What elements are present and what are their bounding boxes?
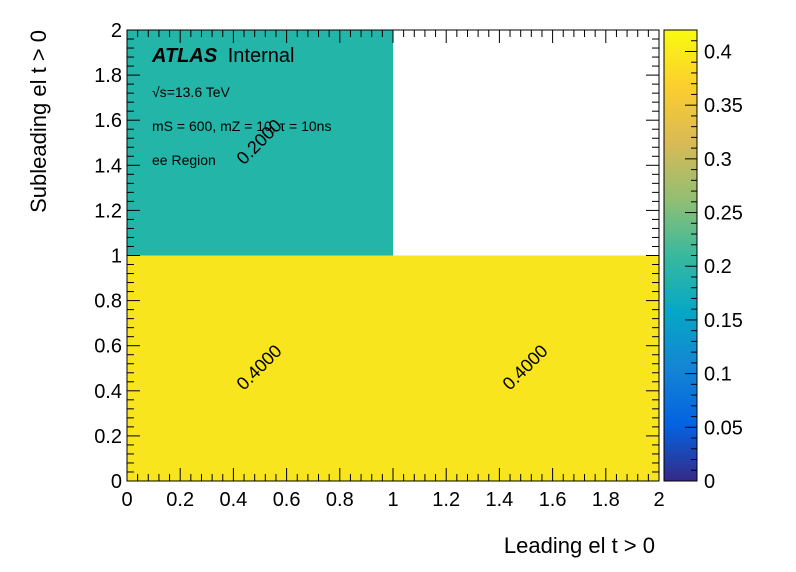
colorbar-ticks [685,40,697,482]
atlas-experiment: ATLAS [151,45,218,67]
x-axis-label: Leading el t > 0 [504,533,655,558]
y-tick-label: 2 [111,20,122,42]
svg-text:ATLAS Internal: ATLAS Internal [151,45,294,67]
x-tick-label: 0.8 [326,489,354,511]
heatmap-cells [127,30,659,481]
colorbar-tick-label: 0.3 [704,149,732,171]
colorbar-tick-labels: 0 0.05 0.1 0.15 0.2 0.25 0.3 0.35 0.4 [704,41,743,493]
atlas-status: Internal [228,45,295,67]
y-tick-label: 0.8 [94,291,122,313]
model-label: mS = 600, mZ = 10, τ = 10ns [152,118,331,134]
y-tick-label: 1.6 [94,110,122,132]
x-tick-label: 1.2 [432,489,460,511]
colorbar-tick-label: 0.1 [704,364,732,386]
x-tick-label: 1.6 [539,489,567,511]
colorbar-tick-label: 0.2 [704,256,732,278]
y-tick-label: 0.4 [94,381,122,403]
x-tick-label: 0.6 [273,489,301,511]
x-tick-label: 0 [121,489,132,511]
axis-ticks [126,29,660,482]
energy-prefix: √s [152,84,167,100]
energy-label: √s=13.6 TeV [152,84,231,100]
y-tick-label: 1.4 [94,155,122,177]
y-tick-label: 1.2 [94,200,122,222]
y-tick-labels: 0 0.2 0.4 0.6 0.8 1 1.2 1.4 1.6 1.8 2 [94,20,122,493]
x-tick-label: 0.4 [219,489,247,511]
x-tick-label: 2 [653,489,664,511]
colorbar-tick-label: 0.25 [704,203,743,225]
x-tick-label: 0.2 [166,489,194,511]
atlas-label: ATLAS Internal [151,45,294,67]
colorbar-tick-label: 0.4 [704,41,732,63]
y-tick-label: 0 [111,471,122,493]
x-tick-label: 1.4 [485,489,513,511]
y-tick-label: 0.6 [94,336,122,358]
colorbar-tick-label: 0 [704,471,715,493]
y-tick-label: 1 [111,246,122,268]
colorbar-tick-label: 0.05 [704,417,743,439]
region-label: ee Region [152,152,216,168]
heatmap-cell [127,255,393,481]
x-tick-labels: 0 0.2 0.4 0.6 0.8 1 1.2 1.4 1.6 1.8 2 [121,489,664,511]
heatmap-cell [127,30,393,256]
y-tick-label: 0.2 [94,426,122,448]
x-tick-label: 1 [387,489,398,511]
y-tick-label: 1.8 [94,65,122,87]
x-tick-label: 1.8 [592,489,620,511]
colorbar-tick-label: 0.35 [704,95,743,117]
energy-suffix: =13.6 TeV [167,84,231,100]
colorbar-tick-label: 0.15 [704,310,743,332]
heatmap-cell [393,255,659,481]
y-axis-label: Subleading el t > 0 [26,30,51,213]
